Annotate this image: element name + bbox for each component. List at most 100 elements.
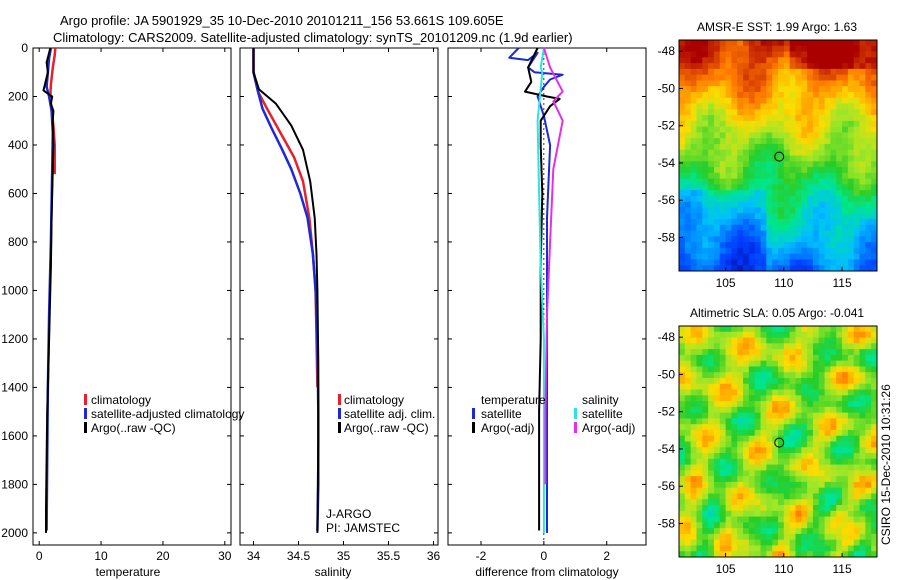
map-cell xyxy=(865,126,872,134)
map-cell xyxy=(731,126,738,134)
map-cell xyxy=(801,190,808,197)
map-cell xyxy=(684,545,692,552)
map-cell xyxy=(824,161,832,168)
map-cell xyxy=(818,487,826,495)
map-cell xyxy=(818,389,826,396)
map-cell xyxy=(725,143,733,151)
map-cell xyxy=(731,132,738,139)
map-cell xyxy=(830,510,837,518)
map-cell xyxy=(743,493,750,500)
map-cell xyxy=(795,522,802,529)
map-cell xyxy=(783,115,791,122)
map-cell xyxy=(713,74,721,82)
map-cell xyxy=(679,441,686,448)
map-cell xyxy=(772,354,779,362)
map-cell xyxy=(690,242,698,249)
map-cell xyxy=(830,57,837,64)
map-cell xyxy=(690,45,698,53)
map-cell xyxy=(713,516,721,523)
map-cell xyxy=(754,74,762,82)
map-cell xyxy=(783,213,791,220)
map-cell xyxy=(766,86,773,93)
map-cell xyxy=(719,86,727,93)
map-cell xyxy=(737,533,744,541)
map-cell xyxy=(853,91,861,99)
map-cell xyxy=(778,418,785,425)
map-cell xyxy=(812,74,820,82)
map-cell xyxy=(778,331,785,339)
map-cell xyxy=(801,458,808,466)
map-cell xyxy=(754,545,762,552)
map-cell xyxy=(743,253,750,261)
map-cell xyxy=(702,86,709,93)
map-cell xyxy=(719,499,727,506)
map-cell xyxy=(748,372,756,379)
map-cell xyxy=(684,143,692,151)
map-cell xyxy=(743,418,750,425)
map-cell xyxy=(708,343,715,350)
map-cell xyxy=(690,51,698,58)
map-cell xyxy=(865,51,872,58)
map-cell xyxy=(795,551,802,557)
map-cell xyxy=(766,103,773,110)
map-cell xyxy=(743,178,750,185)
map-cell xyxy=(690,172,698,180)
map-cell xyxy=(847,178,855,185)
map-cell xyxy=(696,528,703,535)
temperature-axes xyxy=(32,47,232,546)
map-cell xyxy=(778,97,785,105)
map-cell xyxy=(725,247,733,255)
map-cell xyxy=(801,343,808,350)
map-cell xyxy=(708,383,715,391)
map-cell xyxy=(807,138,814,145)
map-cell xyxy=(824,545,832,552)
map-cell xyxy=(772,464,779,471)
map-cell xyxy=(690,493,698,500)
map-cell xyxy=(743,219,750,226)
map-cell xyxy=(778,57,785,64)
map-cell xyxy=(731,510,738,518)
map-cell xyxy=(731,464,738,471)
map-cell xyxy=(871,230,877,237)
map-cell xyxy=(772,337,779,344)
map-cell xyxy=(842,441,849,448)
map-cell xyxy=(853,184,861,191)
map-cell xyxy=(812,470,820,477)
map-cell xyxy=(865,539,872,547)
map-cell xyxy=(696,213,703,220)
map-cell xyxy=(772,224,779,232)
map-cell xyxy=(754,476,762,483)
map-cell xyxy=(684,366,692,373)
map-cell xyxy=(690,247,698,255)
map-cell xyxy=(836,366,843,373)
map-cell xyxy=(713,120,721,128)
map-cell xyxy=(725,236,733,243)
map-cell xyxy=(801,230,808,237)
legend-label-temp-argo: Argo(-adj) xyxy=(481,421,534,435)
map-cell xyxy=(708,551,715,557)
map-cell xyxy=(847,470,855,477)
map-cell xyxy=(842,201,849,209)
map-cell xyxy=(772,435,779,443)
map-cell xyxy=(725,481,733,489)
map-cell xyxy=(783,230,791,237)
map-cell xyxy=(725,184,733,191)
map-cell xyxy=(865,360,872,368)
map-cell xyxy=(737,458,744,466)
map-cell xyxy=(708,464,715,471)
map-cell xyxy=(830,138,837,145)
map-cell xyxy=(696,516,703,523)
map-cell xyxy=(842,207,849,214)
legend-label-temp-satellite: satellite xyxy=(481,407,522,421)
map-cell xyxy=(859,349,866,356)
map-cell xyxy=(754,401,762,408)
map-cell xyxy=(743,447,750,454)
map-cell xyxy=(737,132,744,139)
map-cell xyxy=(702,499,709,506)
map-cell xyxy=(772,115,779,122)
map-cell xyxy=(708,510,715,518)
map-cell xyxy=(859,406,866,414)
legend-label-sal-argo: Argo(-adj) xyxy=(582,421,635,435)
map-cell xyxy=(772,349,779,356)
map-cell xyxy=(789,167,797,174)
